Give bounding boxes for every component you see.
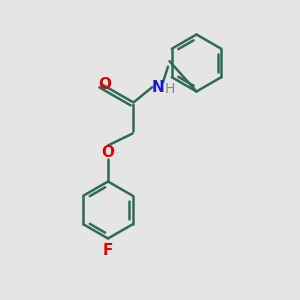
Text: N: N bbox=[152, 80, 165, 94]
Text: O: O bbox=[101, 145, 115, 160]
Text: H: H bbox=[165, 82, 175, 96]
Text: O: O bbox=[98, 76, 112, 92]
Text: F: F bbox=[103, 243, 113, 258]
